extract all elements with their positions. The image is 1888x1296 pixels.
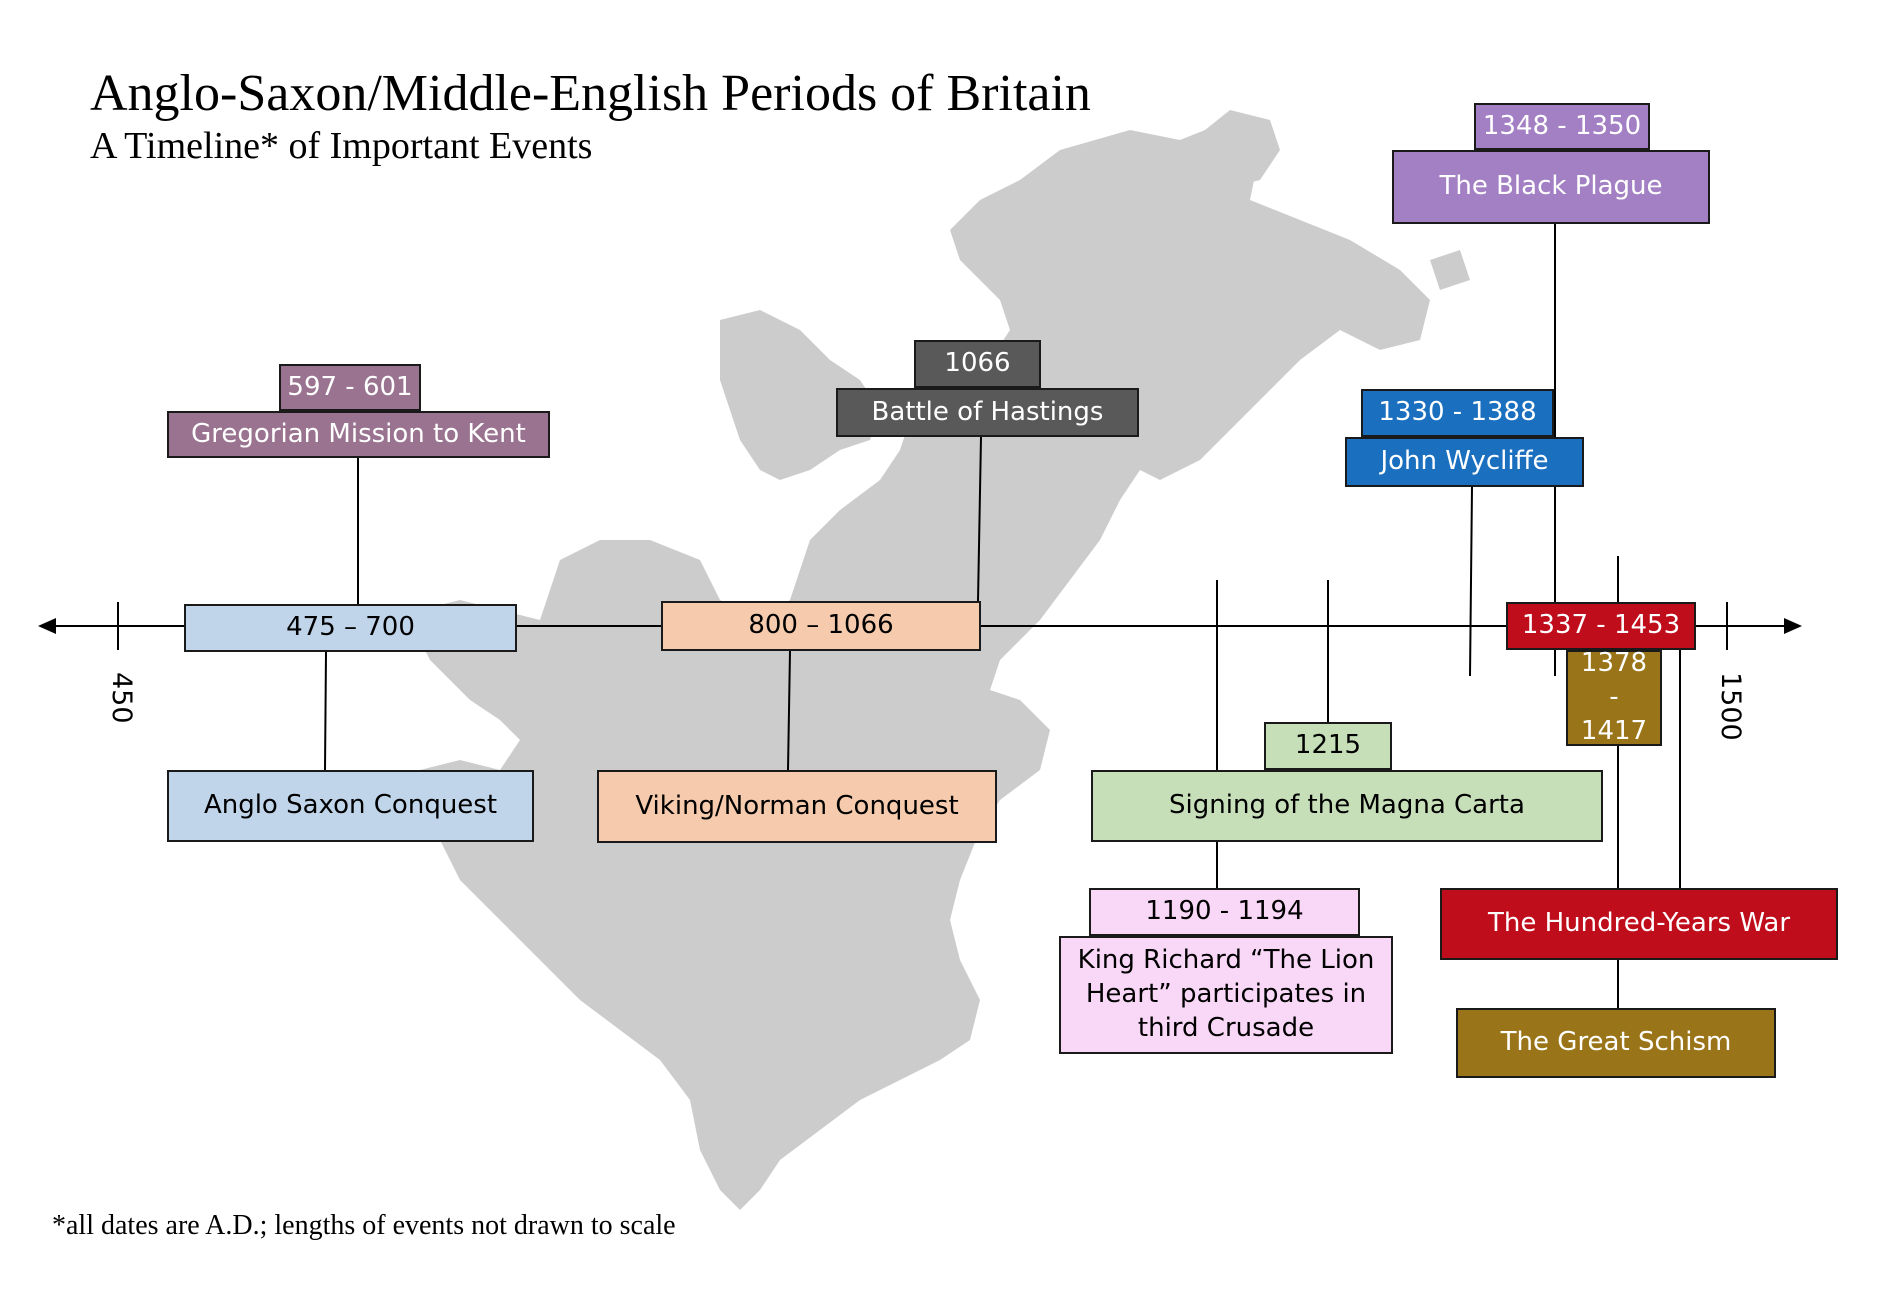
axis-label-end: 1500 bbox=[1715, 672, 1746, 741]
gregorian-dates-box: 597 - 601 bbox=[279, 364, 421, 411]
hundred-years-dates-box: 1337 - 1453 bbox=[1506, 602, 1696, 650]
page-subtitle: A Timeline* of Important Events bbox=[90, 125, 593, 167]
schism-dates-box: 1378 - 1417 bbox=[1566, 648, 1662, 746]
viking-conquest-box: Viking/Norman Conquest bbox=[597, 770, 997, 843]
footnote: *all dates are A.D.; lengths of events n… bbox=[52, 1210, 676, 1241]
magna-carta-date-box: 1215 bbox=[1264, 722, 1392, 770]
hundred-years-box: The Hundred-Years War bbox=[1440, 888, 1838, 960]
richard-dates-box: 1190 - 1194 bbox=[1089, 888, 1360, 936]
connector-viking bbox=[787, 650, 791, 771]
connector-hastings bbox=[977, 436, 982, 602]
hastings-box: Battle of Hastings bbox=[836, 388, 1139, 437]
plague-box: The Black Plague bbox=[1392, 150, 1710, 224]
richard-box: King Richard “The Lion Heart” participat… bbox=[1059, 936, 1393, 1054]
viking-period-box: 800 – 1066 bbox=[661, 601, 981, 651]
axis-arrow-left bbox=[38, 618, 56, 634]
connector-anglo-saxon bbox=[324, 651, 327, 771]
map-wales-north bbox=[720, 310, 880, 480]
gregorian-mission-box: Gregorian Mission to Kent bbox=[167, 411, 550, 458]
britain-map bbox=[420, 110, 1470, 1210]
hastings-date-box: 1066 bbox=[914, 340, 1041, 388]
wycliffe-dates-box: 1330 - 1388 bbox=[1361, 389, 1554, 437]
wycliffe-box: John Wycliffe bbox=[1345, 437, 1584, 487]
anglo-saxon-conquest-box: Anglo Saxon Conquest bbox=[167, 770, 534, 842]
plague-dates-box: 1348 - 1350 bbox=[1474, 103, 1650, 150]
connector-wycliffe bbox=[1469, 486, 1473, 677]
axis-arrow-right bbox=[1784, 618, 1802, 634]
map-west-peninsula bbox=[520, 540, 720, 720]
schism-box: The Great Schism bbox=[1456, 1008, 1776, 1078]
map-england-wales bbox=[420, 120, 1430, 1210]
page-title: Anglo-Saxon/Middle-English Periods of Br… bbox=[90, 65, 1091, 122]
axis-label-start: 450 bbox=[106, 672, 137, 724]
map-islands bbox=[1080, 110, 1470, 290]
magna-carta-box: Signing of the Magna Carta bbox=[1091, 770, 1603, 842]
anglo-saxon-period-box: 475 – 700 bbox=[184, 604, 517, 652]
